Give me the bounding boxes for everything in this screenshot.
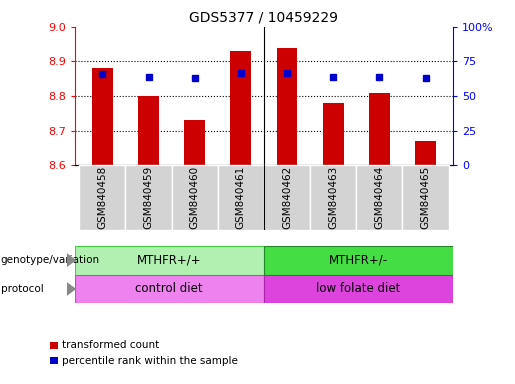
Bar <box>75 246 264 275</box>
Bar <box>323 103 344 165</box>
Bar <box>264 165 310 230</box>
Text: GSM840465: GSM840465 <box>421 166 431 229</box>
Bar <box>402 165 449 230</box>
Bar <box>264 246 453 275</box>
Bar <box>310 165 356 230</box>
Bar <box>184 120 205 165</box>
Text: low folate diet: low folate diet <box>316 283 401 295</box>
Bar <box>126 165 171 230</box>
Bar <box>79 165 126 230</box>
Bar <box>218 165 264 230</box>
Text: transformed count: transformed count <box>62 341 159 351</box>
Bar <box>138 96 159 165</box>
Bar <box>50 342 58 349</box>
Text: control diet: control diet <box>135 283 203 295</box>
Text: MTHFR+/-: MTHFR+/- <box>329 254 388 266</box>
Bar <box>75 275 264 303</box>
Bar <box>415 141 436 165</box>
Text: genotype/variation: genotype/variation <box>1 255 99 265</box>
Text: GSM840458: GSM840458 <box>97 166 107 229</box>
Bar <box>50 357 58 364</box>
Text: GSM840463: GSM840463 <box>328 166 338 229</box>
Text: GSM840462: GSM840462 <box>282 166 292 229</box>
Text: MTHFR+/+: MTHFR+/+ <box>137 254 201 266</box>
Polygon shape <box>67 282 76 296</box>
Text: protocol: protocol <box>1 284 43 294</box>
Bar <box>369 93 390 165</box>
Text: GSM840459: GSM840459 <box>144 166 153 229</box>
Text: GSM840464: GSM840464 <box>374 166 384 229</box>
Text: GSM840461: GSM840461 <box>236 166 246 229</box>
Bar <box>277 48 297 165</box>
Text: percentile rank within the sample: percentile rank within the sample <box>62 356 238 366</box>
Text: GSM840460: GSM840460 <box>190 166 200 229</box>
Bar <box>264 275 453 303</box>
Title: GDS5377 / 10459229: GDS5377 / 10459229 <box>190 10 338 24</box>
Bar <box>356 165 402 230</box>
Bar <box>171 165 218 230</box>
Polygon shape <box>67 253 76 267</box>
Bar <box>92 68 113 165</box>
Bar <box>231 51 251 165</box>
